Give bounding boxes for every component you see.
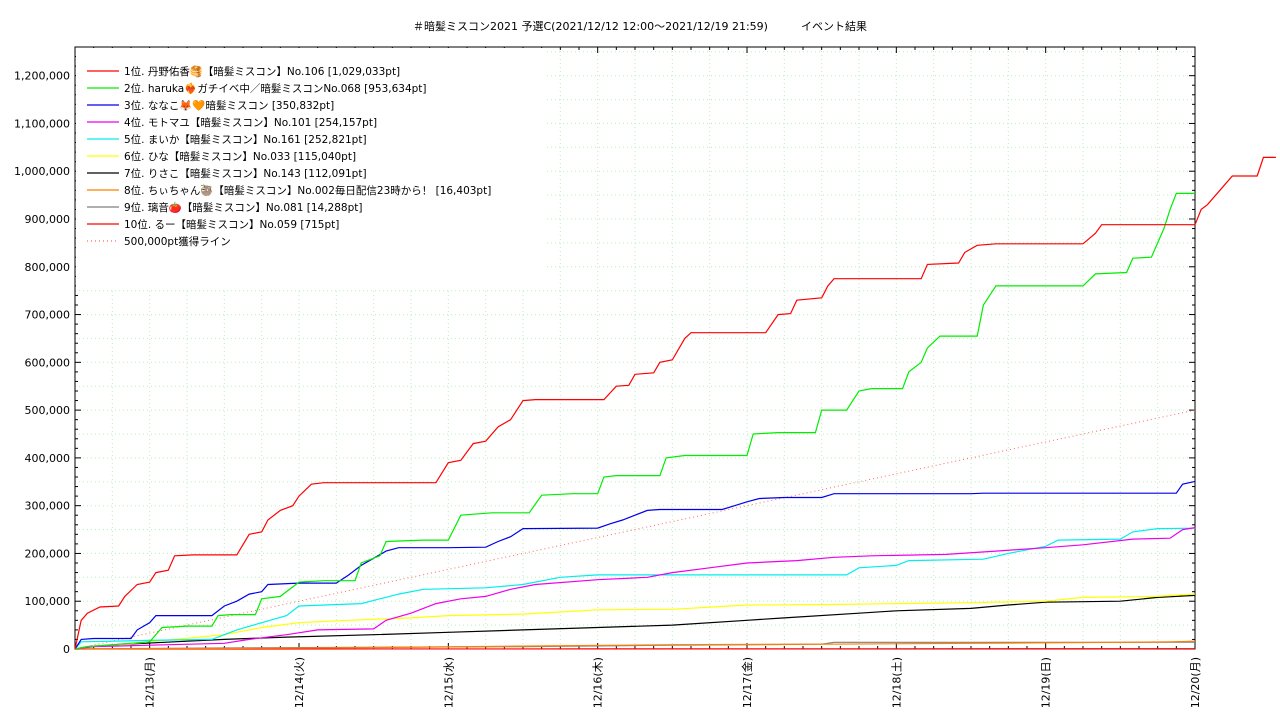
legend-label: 9位. 璃音🍅【暗髪ミスコン】No.081 [14,288pt]: [124, 201, 362, 214]
legend-label: 3位. ななこ🦊🧡暗髪ミスコン [350,832pt]: [124, 99, 334, 112]
y-tick-label: 900,000: [25, 213, 71, 226]
y-tick-label: 1,100,000: [14, 117, 70, 130]
x-tick-label: 12/19(日): [1040, 657, 1053, 708]
y-tick-label: 1,000,000: [14, 165, 70, 178]
legend-label: 2位. haruka❤️‍🔥ガチイベ中／暗髪ミスコンNo.068 [953,63…: [124, 82, 427, 95]
legend-label: 8位. ちぃちゃん🦥【暗髪ミスコン】No.002毎日配信23時から！ [16,4…: [124, 184, 491, 197]
y-tick-label: 800,000: [25, 261, 71, 274]
x-tick-label: 12/20(月): [1189, 657, 1202, 708]
y-tick-label: 0: [63, 643, 70, 656]
x-tick-label: 12/16(木): [592, 657, 605, 708]
x-tick-label: 12/15(水): [442, 657, 455, 708]
legend-label: 500,000pt獲得ライン: [124, 235, 231, 248]
legend-label: 4位. モトマユ【暗髪ミスコン】No.101 [254,157pt]: [124, 116, 377, 129]
y-tick-label: 400,000: [25, 452, 71, 465]
legend-label: 1位. 丹野佑香🥞【暗髪ミスコン】No.106 [1,029,033pt]: [124, 65, 400, 78]
y-tick-label: 200,000: [25, 547, 71, 560]
x-tick-label: 12/13(月): [144, 657, 157, 708]
y-tick-label: 1,200,000: [14, 70, 70, 83]
y-tick-label: 300,000: [25, 500, 71, 513]
legend-label: 6位. ひな【暗髪ミスコン】No.033 [115,040pt]: [124, 150, 356, 163]
y-tick-label: 500,000: [25, 404, 71, 417]
y-tick-label: 100,000: [25, 595, 71, 608]
x-tick-label: 12/14(火): [293, 657, 306, 708]
x-tick-label: 12/18(土): [890, 657, 903, 708]
x-tick-label: 12/17(金): [740, 657, 754, 708]
chart-title: ＃暗髪ミスコン2021 予選C(2021/12/12 12:00～2021/12…: [0, 18, 1280, 34]
legend-label: 7位. りさこ【暗髪ミスコン】No.143 [112,091pt]: [124, 167, 367, 180]
y-tick-label: 700,000: [25, 309, 71, 322]
legend-label: 5位. まいか【暗髪ミスコン】No.161 [252,821pt]: [124, 133, 367, 146]
y-tick-label: 600,000: [25, 356, 71, 369]
legend-label: 10位. るー【暗髪ミスコン】No.059 [715pt]: [124, 218, 339, 231]
